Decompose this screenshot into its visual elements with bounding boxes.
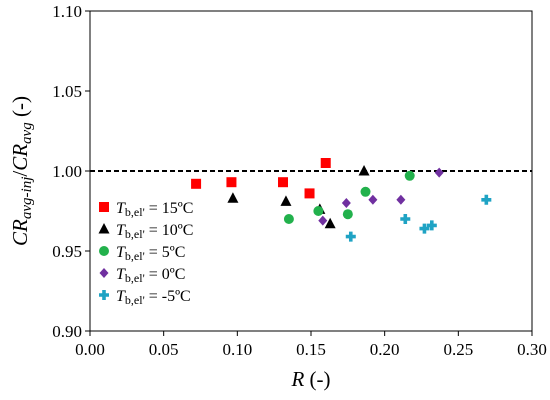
- data-point: [318, 215, 328, 226]
- legend-entry: Tb,el' = 5ºC: [99, 244, 185, 263]
- data-point: [404, 170, 415, 181]
- legend-label: Tb,el' = 0ºC: [116, 266, 185, 285]
- legend-marker: [99, 290, 109, 301]
- legend-marker: [98, 223, 110, 234]
- data-point: [304, 188, 315, 199]
- legend-entry: Tb,el' = 0ºC: [99, 266, 185, 285]
- data-point: [360, 186, 371, 197]
- legend-marker: [99, 202, 109, 212]
- legend-label: Tb,el' = -5ºC: [116, 288, 191, 307]
- data-point: [341, 198, 351, 208]
- y-tick-label: 1.00: [52, 162, 82, 181]
- legend-entry: Tb,el' = 15ºC: [99, 200, 193, 219]
- y-tick-label: 0.90: [52, 322, 82, 341]
- legend-entry: Tb,el' = 10ºC: [98, 222, 193, 241]
- data-point: [400, 214, 411, 224]
- data-point: [345, 231, 356, 242]
- x-tick-label: 0.20: [370, 340, 400, 359]
- data-point: [358, 165, 370, 176]
- data-point: [368, 194, 378, 205]
- data-point: [227, 192, 239, 203]
- legend-label: Tb,el' = 10ºC: [116, 222, 193, 241]
- x-tick-label: 0.00: [75, 340, 105, 359]
- data-point: [324, 217, 336, 229]
- data-point: [426, 220, 437, 231]
- legend-marker: [99, 246, 109, 256]
- legend-label: Tb,el' = 15ºC: [116, 200, 193, 219]
- x-tick-label: 0.05: [149, 340, 179, 359]
- data-point: [278, 177, 289, 188]
- data-point: [396, 194, 406, 205]
- series-4: [345, 194, 492, 242]
- data-point: [481, 194, 492, 205]
- data-point: [280, 195, 292, 206]
- x-tick-label: 0.10: [222, 340, 252, 359]
- data-point: [226, 177, 237, 188]
- data-point: [191, 178, 202, 189]
- legend-label: Tb,el' = 5ºC: [116, 244, 185, 263]
- y-tick-label: 1.05: [52, 82, 82, 101]
- x-tick-label: 0.25: [443, 340, 473, 359]
- series-2: [283, 170, 415, 224]
- y-tick-label: 1.10: [52, 2, 82, 21]
- data-point: [320, 158, 331, 168]
- data-point: [419, 223, 430, 234]
- x-tick-label: 0.15: [296, 340, 326, 359]
- series-3: [318, 167, 444, 226]
- legend-marker: [99, 268, 109, 278]
- x-axis-title: R (-): [290, 367, 330, 391]
- y-tick-label: 0.95: [52, 242, 82, 261]
- data-point: [313, 206, 324, 216]
- y-axis-title: CRavg-inj/CRavg (-): [8, 96, 35, 246]
- data-point: [342, 209, 353, 220]
- legend-entry: Tb,el' = -5ºC: [99, 288, 191, 307]
- data-point: [434, 167, 444, 178]
- data-point: [283, 214, 294, 224]
- series-0: [191, 158, 331, 199]
- x-tick-label: 0.30: [517, 340, 547, 359]
